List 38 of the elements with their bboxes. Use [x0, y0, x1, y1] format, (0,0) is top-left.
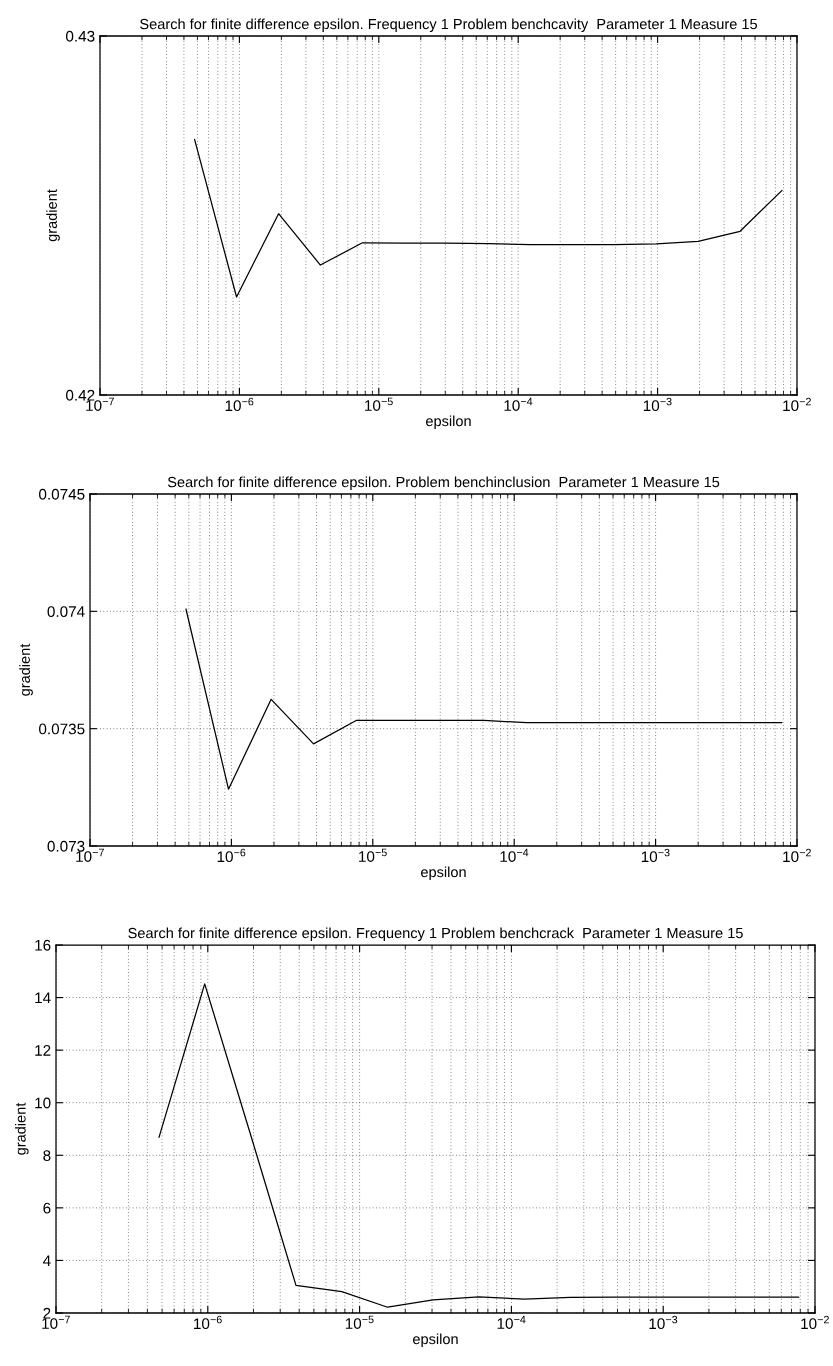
x-tick-label: 10$^{−3}$ — [643, 397, 672, 412]
x-tick-label: 10$^{−5}$ — [365, 397, 393, 411]
y-tick-label: 8 — [43, 1150, 51, 1161]
chart-title: Search for finite difference epsilon. Frequency 1 Problem benchcavity Parameter 1 Measure 15 — [140, 18, 758, 33]
y-tick-label: 6 — [43, 1202, 51, 1214]
chart-title: Search for finite difference epsilon. Problem benchinclusion Parameter 1 Measure 15 — [167, 476, 720, 491]
y-tick-label: 0.0745 — [39, 488, 85, 500]
x-tick-label: 10$^{−5}$ — [359, 848, 387, 862]
line-series — [185, 608, 783, 790]
x-tick-label: 10$^{−2}$ — [783, 848, 811, 863]
y-tick-label: 12 — [35, 1045, 51, 1056]
line-series — [158, 983, 800, 1308]
x-tick-label: 10$^{−3}$ — [641, 848, 670, 863]
x-tick-label: 10$^{−5}$ — [345, 1315, 374, 1329]
chart-title: Search for finite difference epsilon. Frequency 1 Problem benchcrack Parameter 1 Measure 15 — [128, 927, 743, 942]
x-tick-label: 10$^{−4}$ — [500, 848, 529, 862]
x-tick-label: 10$^{−6}$ — [217, 848, 246, 863]
y-tick-label: 0.0735 — [39, 723, 85, 735]
x-axis-title: epsilon — [413, 1333, 458, 1348]
x-tick-label: 10$^{−4}$ — [497, 1315, 526, 1329]
x-axis-title: epsilon — [426, 415, 471, 430]
x-axis-title: epsilon — [421, 866, 466, 881]
y-tick-label: 16 — [35, 939, 51, 951]
line-series — [193, 138, 783, 298]
x-tick-label: 10$^{−4}$ — [504, 397, 533, 411]
x-tick-label: 10$^{−3}$ — [649, 1315, 678, 1330]
y-axis-title: gradient — [46, 189, 60, 242]
x-tick-label: 10$^{−6}$ — [194, 1315, 222, 1330]
y-tick-label: 10 — [35, 1097, 51, 1109]
x-tick-label: 10$^{−2}$ — [801, 1315, 829, 1330]
y-axis-title: gradient — [19, 643, 33, 696]
y-tick-label: 14 — [35, 992, 51, 1004]
y-tick-label: 0.074 — [47, 606, 85, 618]
y-tick-label: 4 — [42, 1255, 51, 1266]
x-tick-label: 10$^{−6}$ — [225, 397, 254, 412]
x-tick-label: 10$^{−2}$ — [783, 397, 811, 412]
y-axis-title: gradient — [15, 1102, 29, 1155]
y-tick-label: 0.43 — [66, 30, 95, 42]
